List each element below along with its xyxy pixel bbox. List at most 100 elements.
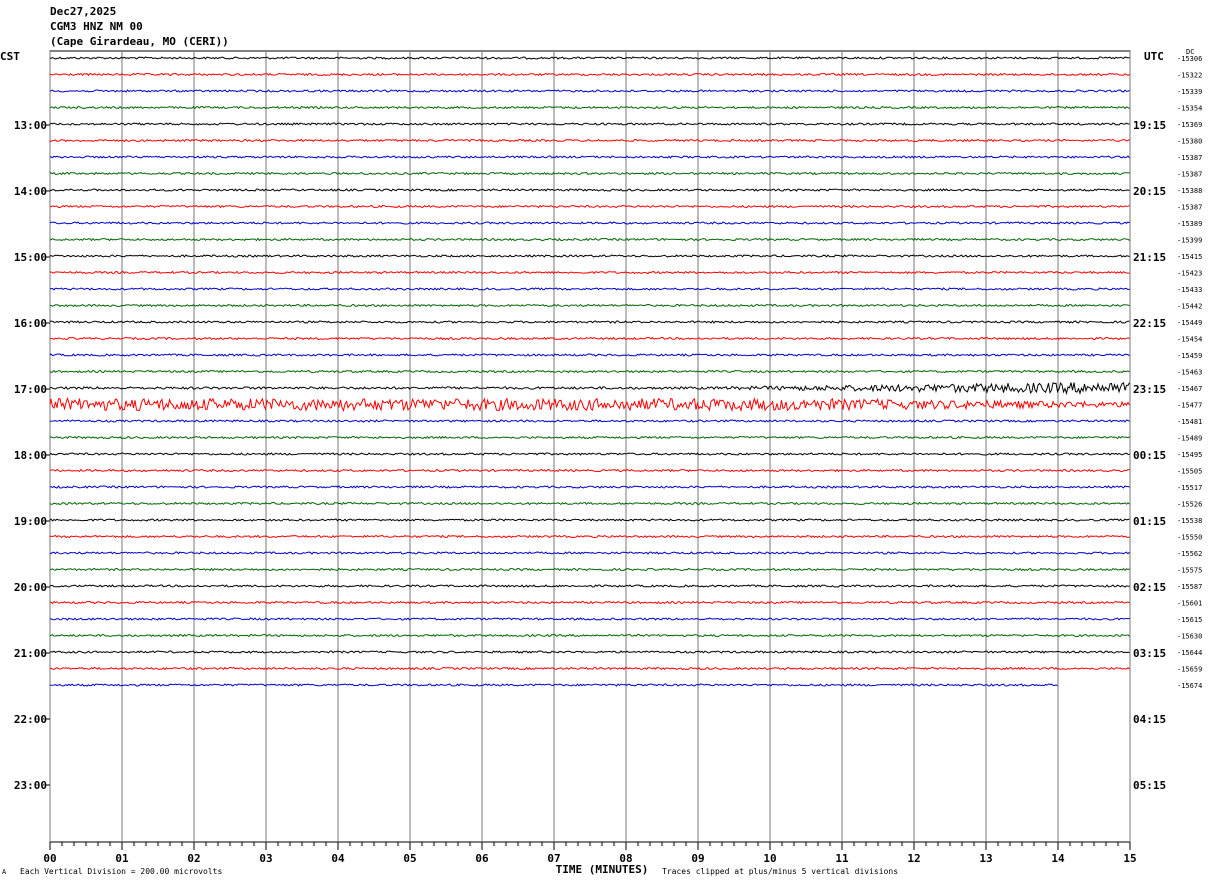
dc-offset-label: -15674	[1177, 682, 1202, 690]
right-timezone-label: UTC	[1144, 50, 1164, 63]
seismic-trace	[49, 122, 1130, 126]
seismic-trace	[49, 683, 1058, 687]
right-hour-label: 21:15	[1133, 251, 1166, 264]
dc-label: DC	[1186, 48, 1195, 56]
date-label: Dec27,2025	[50, 5, 117, 18]
x-tick-label: 13	[979, 852, 992, 865]
dc-offset-label: -15354	[1177, 105, 1202, 113]
dc-offset-label: -15389	[1177, 220, 1202, 228]
left-hour-label: 17:00	[14, 383, 47, 396]
x-axis-label: TIME (MINUTES)	[556, 863, 649, 876]
seismic-trace	[49, 56, 1130, 60]
left-hour-label: 22:00	[14, 713, 47, 726]
x-tick-label: 08	[619, 852, 632, 865]
left-timezone-label: CST	[0, 50, 20, 63]
dc-offset-label: -15659	[1177, 666, 1202, 674]
dc-offset-label: -15477	[1177, 402, 1202, 410]
seismic-trace	[49, 534, 1130, 539]
dc-offset-label: -15630	[1177, 633, 1202, 641]
dc-offset-label: -15481	[1177, 418, 1202, 426]
seismic-trace	[49, 617, 1130, 621]
x-tick-label: 03	[259, 852, 272, 865]
right-hour-label: 19:15	[1133, 119, 1166, 132]
seismic-trace	[49, 551, 1130, 555]
seismic-trace	[49, 396, 1130, 413]
dc-offset-label: -15449	[1177, 319, 1202, 327]
left-hour-label: 15:00	[14, 251, 47, 264]
x-tick-label: 15	[1123, 852, 1136, 865]
left-hour-label: 21:00	[14, 647, 47, 660]
x-tick-label: 01	[115, 852, 129, 865]
left-hour-label: 23:00	[14, 779, 47, 792]
dc-offset-label: -15562	[1177, 550, 1202, 558]
seismic-trace	[50, 633, 1130, 638]
right-hour-label: 01:15	[1133, 515, 1166, 528]
x-tick-label: 00	[43, 852, 56, 865]
dc-offset-label: -15644	[1177, 649, 1202, 657]
seismic-trace	[50, 303, 1130, 308]
dc-offset-label: -15433	[1177, 286, 1202, 294]
x-tick-label: 02	[187, 852, 200, 865]
x-tick-label: 06	[475, 852, 489, 865]
location-label: (Cape Girardeau, MO (CERI))	[50, 35, 229, 48]
right-hour-label: 00:15	[1133, 449, 1166, 462]
x-tick-label: 12	[907, 852, 920, 865]
dc-offset-label: -15601	[1177, 600, 1202, 608]
seismic-trace	[49, 501, 1130, 506]
station-label: CGM3 HNZ NM 00	[50, 20, 143, 33]
dc-offset-label: -15489	[1177, 435, 1202, 443]
seismic-trace	[49, 435, 1130, 440]
dc-offset-label: -15322	[1177, 72, 1202, 80]
seismic-trace	[49, 567, 1130, 572]
left-hour-label: 13:00	[14, 119, 47, 132]
dc-offset-label: -15442	[1177, 303, 1202, 311]
seismic-trace	[49, 584, 1130, 588]
right-hour-label: 22:15	[1133, 317, 1166, 330]
seismic-trace	[49, 221, 1130, 225]
x-tick-label: 05	[403, 852, 416, 865]
seismic-trace	[49, 468, 1130, 473]
seismic-trace	[49, 171, 1130, 176]
seismic-trace	[49, 600, 1130, 605]
dc-offset-label: -15459	[1177, 352, 1202, 360]
clip-note: Traces clipped at plus/minus 5 vertical …	[662, 867, 899, 876]
left-hour-label: 16:00	[14, 317, 47, 330]
left-hour-label: 14:00	[14, 185, 47, 198]
corner-mark: A	[2, 868, 7, 876]
left-hour-label: 18:00	[14, 449, 47, 462]
x-tick-label: 07	[547, 852, 560, 865]
x-tick-label: 14	[1051, 852, 1065, 865]
dc-offset-label: -15587	[1177, 583, 1202, 591]
right-hour-label: 20:15	[1133, 185, 1166, 198]
dc-offset-label: -15399	[1177, 237, 1202, 245]
dc-offset-label: -15339	[1177, 88, 1202, 96]
seismic-trace	[49, 270, 1130, 275]
x-tick-label: 04	[331, 852, 345, 865]
x-tick-label: 09	[691, 852, 704, 865]
seismic-trace	[49, 485, 1130, 489]
right-hour-label: 23:15	[1133, 383, 1166, 396]
dc-offset-label: -15550	[1177, 534, 1202, 542]
dc-offset-label: -15463	[1177, 369, 1202, 377]
dc-offset-label: -15306	[1177, 55, 1202, 63]
seismic-trace	[49, 254, 1130, 258]
left-hour-label: 20:00	[14, 581, 47, 594]
right-hour-label: 04:15	[1133, 713, 1166, 726]
dc-offset-label: -15467	[1177, 385, 1202, 393]
dc-offset-label: -15423	[1177, 270, 1202, 278]
dc-offset-label: -15575	[1177, 567, 1202, 575]
seismic-trace	[49, 369, 1130, 374]
dc-offset-label: -15387	[1177, 171, 1202, 179]
seismic-trace	[49, 518, 1130, 522]
dc-offset-label: -15388	[1177, 187, 1202, 195]
seismic-trace	[49, 381, 1130, 396]
seismic-trace	[49, 155, 1130, 159]
dc-offset-label: -15387	[1177, 154, 1202, 162]
x-tick-label: 10	[763, 852, 776, 865]
dc-offset-label: -15454	[1177, 336, 1202, 344]
dc-offset-label: -15495	[1177, 451, 1202, 459]
right-hour-label: 05:15	[1133, 779, 1166, 792]
dc-offset-label: -15415	[1177, 253, 1202, 261]
seismic-trace	[49, 287, 1130, 291]
